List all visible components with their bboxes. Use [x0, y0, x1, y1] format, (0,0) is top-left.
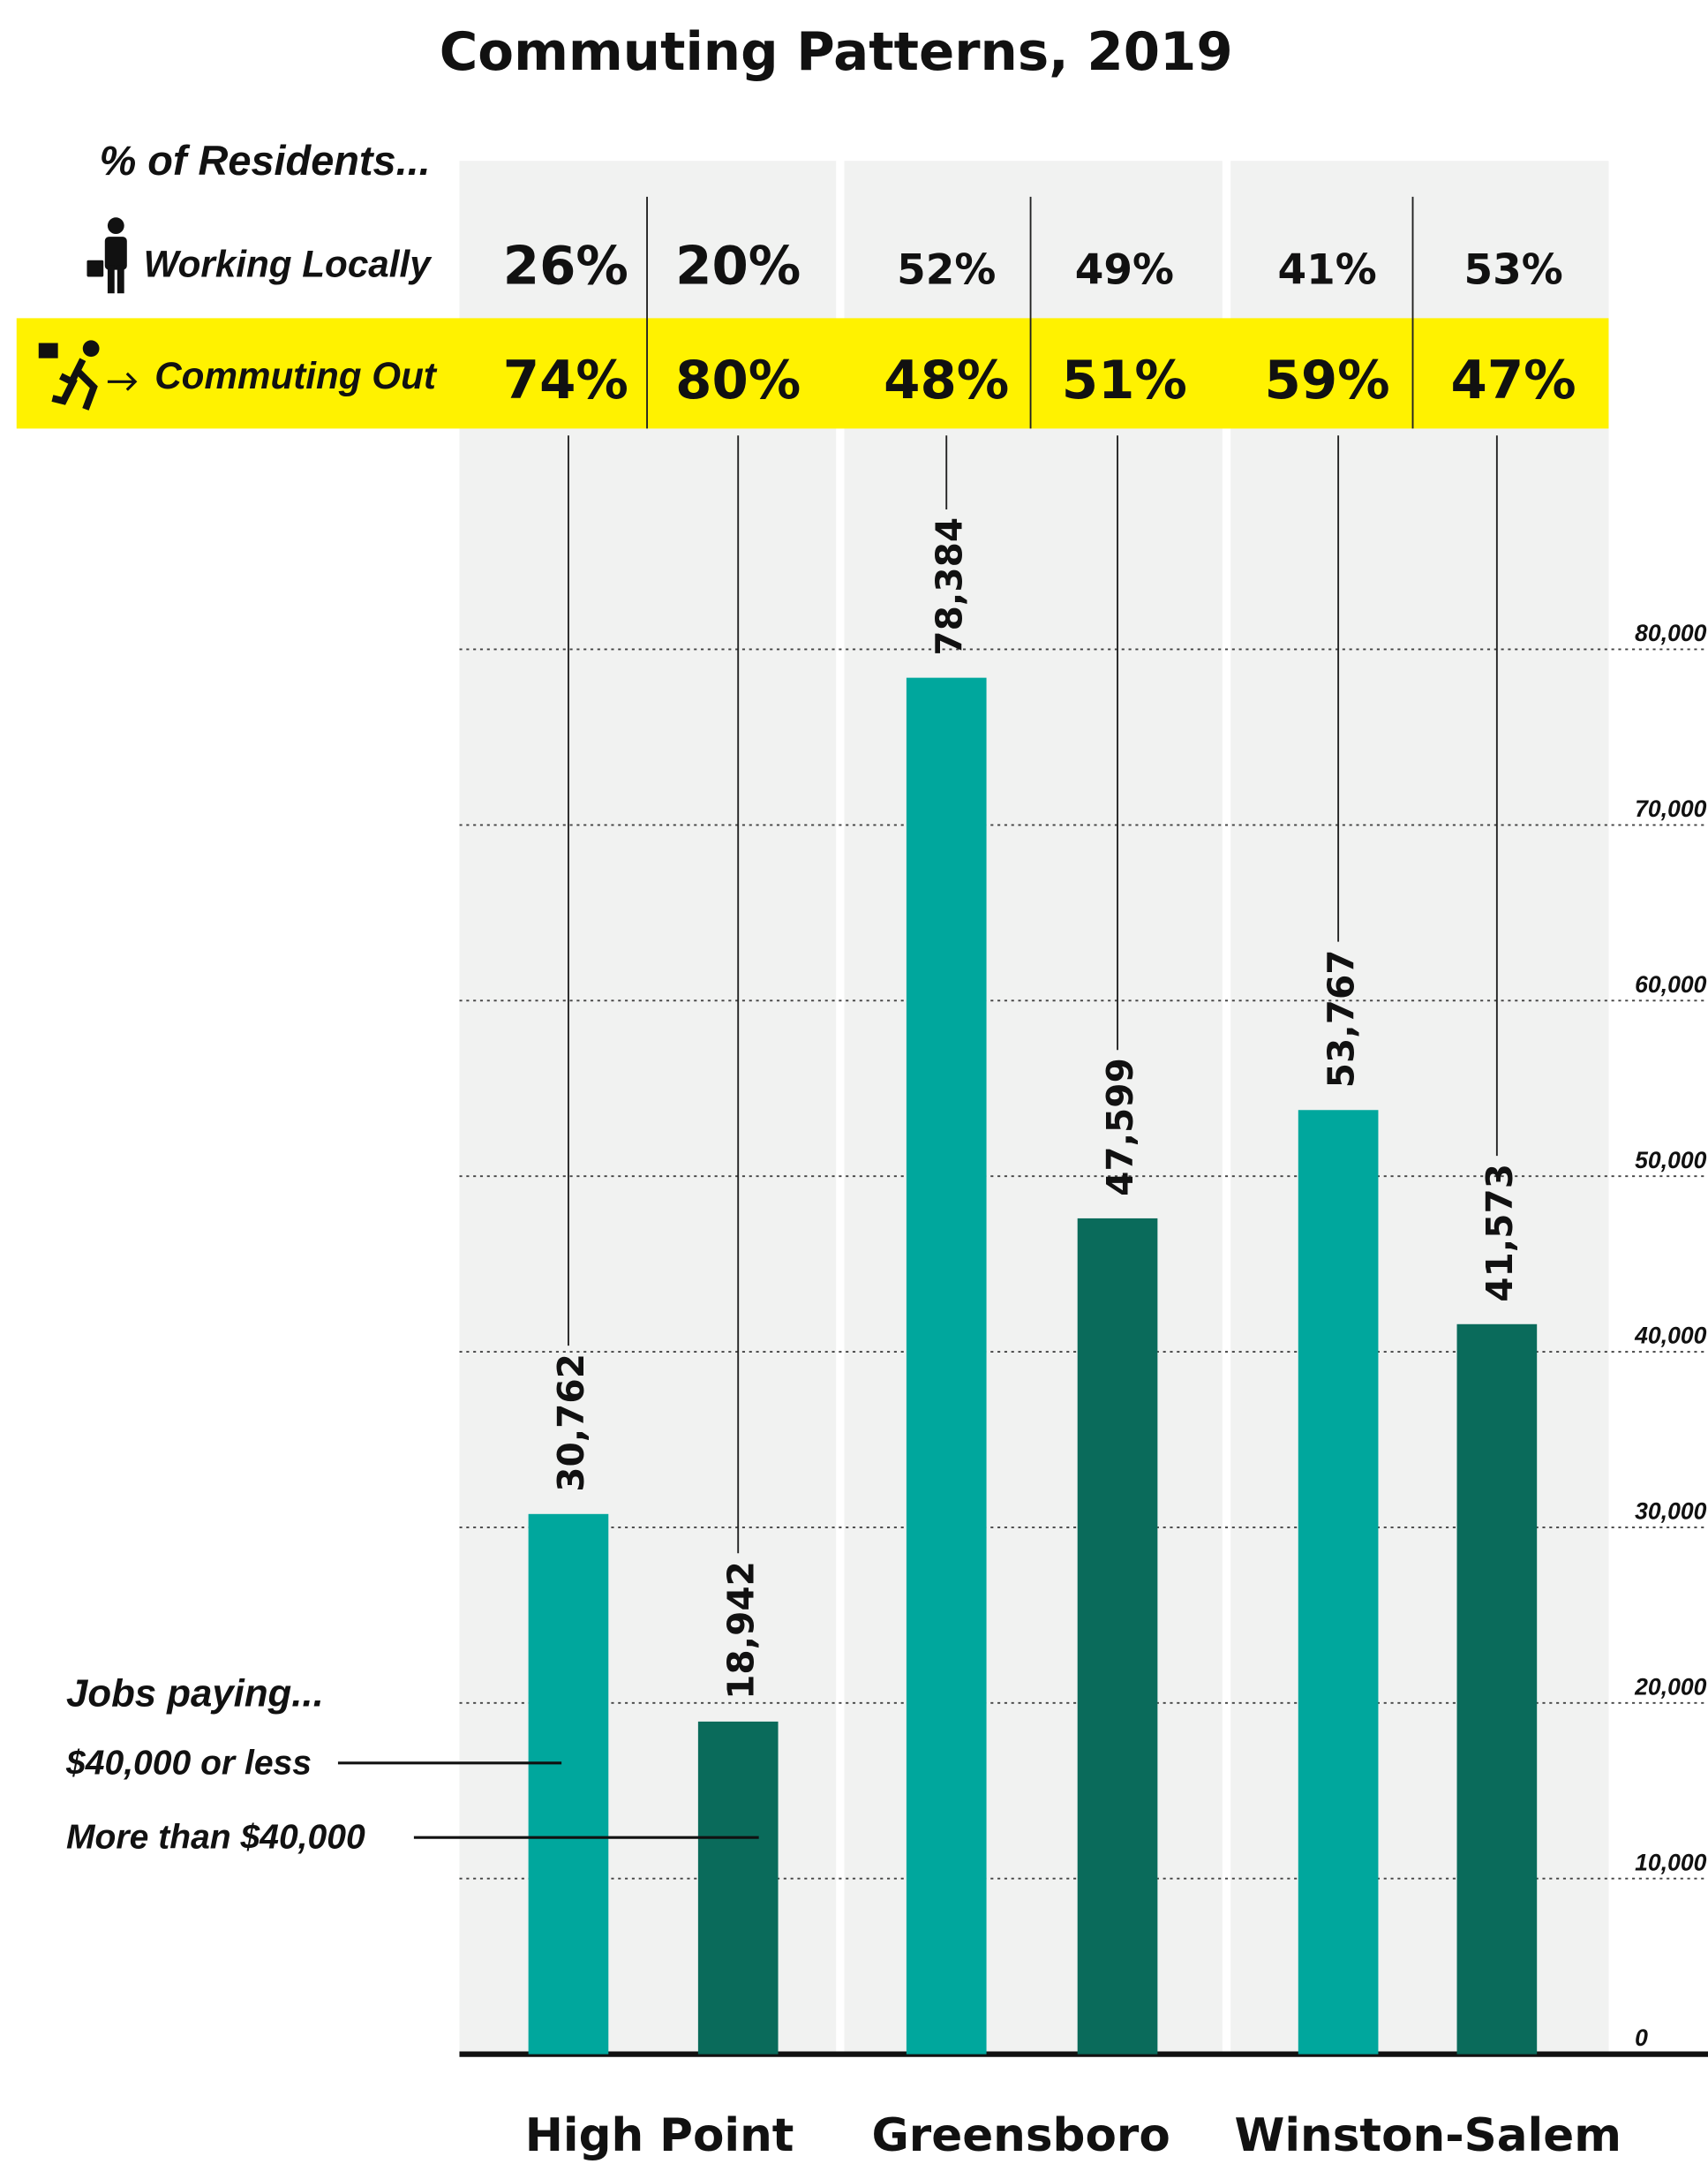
separators: [646, 196, 1414, 429]
bar: [906, 677, 987, 2055]
value-label: 41,573: [1479, 1164, 1521, 1302]
bar: [1456, 1323, 1538, 2055]
percent-cell: 47%: [1451, 351, 1576, 411]
bar: [1077, 1218, 1158, 2055]
y-tick-label: 0: [1635, 2025, 1648, 2051]
value-label: 47,599: [1099, 1058, 1141, 1196]
bar: [697, 1721, 779, 2055]
highlight-band: [16, 318, 1609, 429]
percent-cell: 52%: [897, 245, 996, 294]
y-tick-label: 10,000: [1635, 1849, 1706, 1875]
x-tick-label: High Point: [525, 2109, 794, 2162]
percent-cell: 26%: [503, 236, 628, 297]
panel: [844, 161, 1223, 2055]
value-label: 53,767: [1320, 949, 1362, 1088]
residents-title: % of Residents...: [100, 138, 431, 184]
percent-cell: 48%: [884, 351, 1009, 411]
row-label: Commuting Out: [154, 355, 438, 396]
y-tick-label: 50,000: [1635, 1147, 1706, 1173]
y-tick-label: 80,000: [1635, 620, 1706, 646]
bar: [1298, 1110, 1379, 2055]
chart-title: Commuting Patterns, 2019: [440, 22, 1233, 83]
legend-title: Jobs paying...: [66, 1672, 324, 1715]
y-tick-label: 40,000: [1634, 1323, 1706, 1349]
bar: [528, 1513, 609, 2055]
percent-cell: 74%: [503, 351, 628, 411]
percent-cell: 49%: [1075, 245, 1174, 294]
value-label: 30,762: [550, 1353, 592, 1492]
y-tick-label: 30,000: [1635, 1498, 1706, 1525]
percent-cell: 59%: [1265, 351, 1390, 411]
worker-icon: [87, 217, 127, 294]
x-tick-label: Greensboro: [871, 2109, 1170, 2162]
value-label: 18,942: [719, 1561, 762, 1700]
panel: [459, 161, 837, 2055]
percent-cell: 51%: [1062, 351, 1187, 411]
legend-entry: More than $40,000: [66, 1819, 365, 1857]
value-label: 78,384: [928, 517, 970, 656]
percent-cell: 53%: [1464, 245, 1563, 294]
legend-entry: $40,000 or less: [65, 1744, 312, 1782]
row-label: Working Locally: [144, 243, 433, 284]
y-tick-label: 20,000: [1634, 1673, 1706, 1700]
percent-cell: 20%: [675, 236, 801, 297]
y-tick-label: 70,000: [1635, 795, 1706, 822]
runner-icon: [38, 340, 138, 411]
x-tick-label: Winston-Salem: [1234, 2109, 1621, 2162]
percent-cell: 41%: [1278, 245, 1377, 294]
y-tick-label: 60,000: [1635, 971, 1706, 998]
panel: [1230, 161, 1609, 2055]
percent-cell: 80%: [675, 351, 801, 411]
